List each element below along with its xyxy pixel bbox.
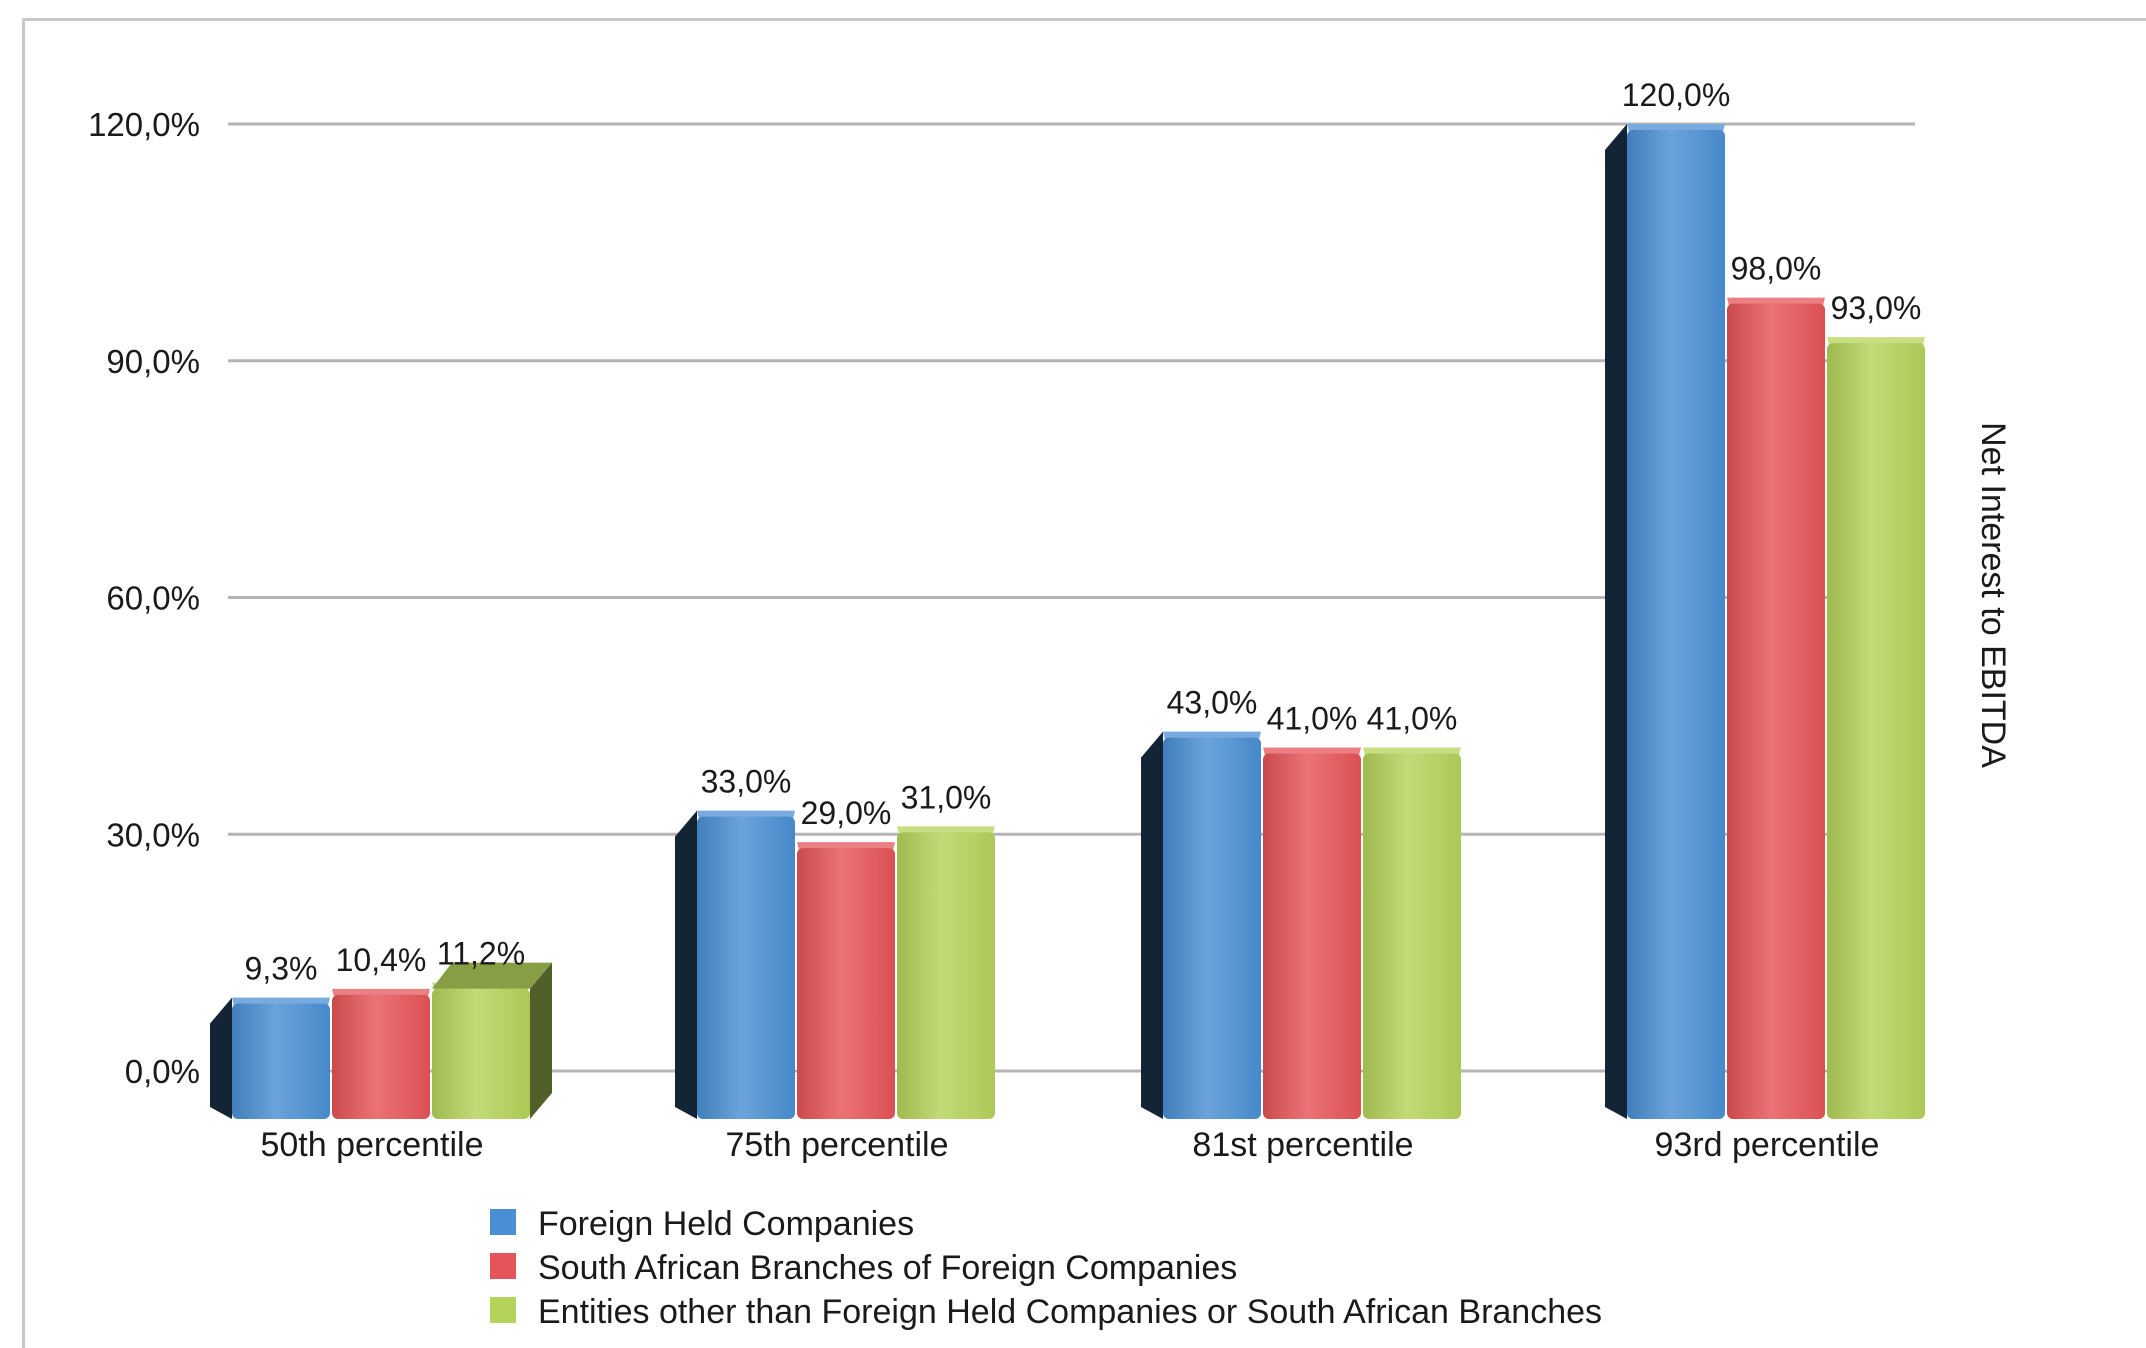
data-label: 41,0% — [1367, 700, 1458, 736]
bar — [332, 988, 430, 1119]
data-label: 41,0% — [1267, 700, 1358, 736]
category-label: 93rd percentile — [1655, 1126, 1880, 1164]
data-label: 33,0% — [701, 764, 792, 800]
y-tick-label: 0,0% — [125, 1053, 200, 1090]
y-tick-label: 120,0% — [88, 106, 200, 143]
legend-label: Foreign Held Companies — [538, 1205, 914, 1243]
data-label: 93,0% — [1831, 290, 1922, 326]
category-label: 75th percentile — [725, 1126, 948, 1164]
data-label: 11,2% — [437, 936, 525, 972]
bars — [210, 124, 1925, 1119]
bar — [1263, 747, 1361, 1119]
y-tick-label: 60,0% — [106, 580, 200, 617]
legend-label: South African Branches of Foreign Compan… — [538, 1249, 1237, 1287]
legend-label: Entities other than Foreign Held Compani… — [538, 1293, 1602, 1331]
legend-swatch — [490, 1209, 516, 1235]
chart-frame — [22, 18, 2146, 1348]
data-label: 9,3% — [245, 951, 318, 987]
legend-swatch — [490, 1297, 516, 1323]
bar — [897, 826, 995, 1119]
bar — [1605, 124, 1725, 1119]
category-label: 50th percentile — [260, 1126, 483, 1164]
y-tick-label: 90,0% — [106, 343, 200, 380]
category-labels: 50th percentile 75th percentile 81st perce… — [260, 1126, 1879, 1164]
y-axis-tick-labels: 0,0% 30,0% 60,0% 90,0% 120,0% — [88, 106, 200, 1090]
data-label: 29,0% — [801, 795, 892, 831]
bar — [432, 962, 552, 1119]
bar — [1727, 297, 1825, 1119]
bar — [675, 810, 795, 1119]
legend-item: Foreign Held Companies — [490, 1205, 914, 1243]
data-label: 10,4% — [336, 942, 427, 978]
bar — [210, 997, 330, 1119]
y-axis-title: Net Interest to EBITDA — [1974, 422, 2012, 768]
legend-item: Entities other than Foreign Held Compani… — [490, 1293, 1602, 1331]
data-label: 98,0% — [1731, 251, 1822, 287]
data-label: 120,0% — [1622, 77, 1731, 113]
bar — [1363, 747, 1461, 1119]
y-tick-label: 30,0% — [106, 816, 200, 853]
data-label: 31,0% — [901, 779, 992, 815]
bar — [1827, 337, 1925, 1119]
legend-item: South African Branches of Foreign Compan… — [490, 1249, 1237, 1287]
category-label: 81st percentile — [1192, 1126, 1413, 1164]
data-label: 43,0% — [1167, 685, 1258, 721]
legend-swatch — [490, 1253, 516, 1279]
legend: Foreign Held Companies South African Bran… — [490, 1205, 1602, 1331]
bar — [1141, 731, 1261, 1119]
bar — [797, 842, 895, 1119]
data-labels: 9,3% 10,4% 11,2%33,0%29,0% 31,0%43,0% 41,0% 4… — [245, 77, 1922, 987]
